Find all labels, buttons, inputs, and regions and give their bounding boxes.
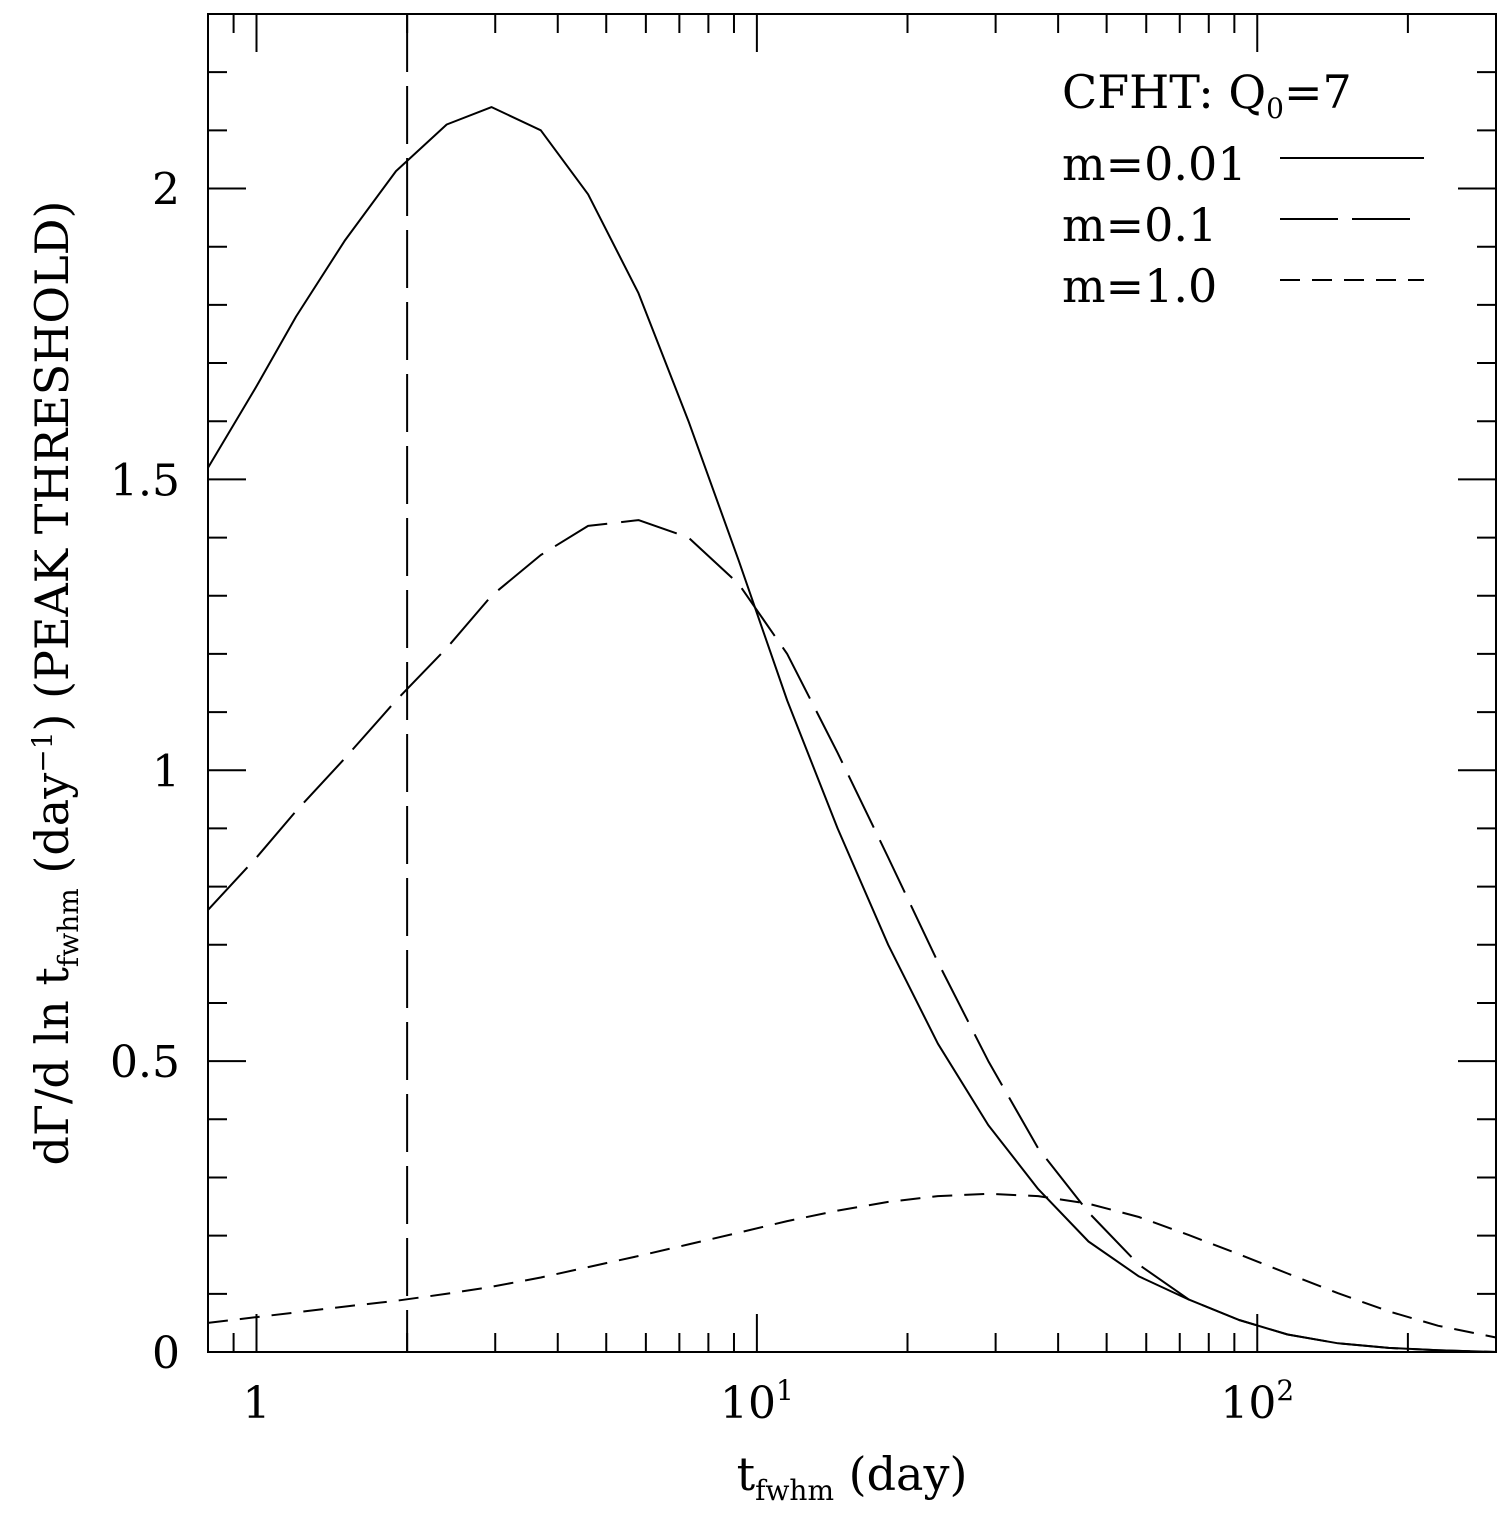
series-line-0 [207, 106, 1497, 1353]
y-tick-label: 1.5 [110, 455, 180, 506]
series-layer [207, 14, 1497, 1353]
tick-labels: 1 101 102 0 0.5 1 1.5 2 [110, 165, 1294, 1429]
x-tick-label: 102 [1220, 1374, 1294, 1429]
x-axis-label: tfwhm (day) [737, 1447, 968, 1507]
y-tick-label: 0.5 [110, 1037, 180, 1088]
y-tick-label: 0 [152, 1328, 180, 1379]
legend-title: CFHT: Q0=7 [1062, 65, 1352, 125]
tick-marks [207, 13, 1497, 1353]
y-tick-label: 1 [152, 746, 180, 797]
y-axis-label: dΓ/d ln tfwhm (day−1) (PEAK THRESHOLD) [25, 201, 85, 1166]
legend: CFHT: Q0=7 m=0.01 m=0.1 m=1.0 [1062, 65, 1424, 313]
legend-label-m001: m=0.01 [1062, 137, 1247, 191]
x-tick-label: 1 [242, 1378, 270, 1429]
x-tick-label: 101 [720, 1374, 794, 1429]
plot-frame [207, 13, 1497, 1353]
y-tick-label: 2 [152, 165, 180, 216]
series-line-2 [207, 1192, 1497, 1339]
legend-label-m10: m=1.0 [1062, 259, 1217, 313]
series-line-1 [207, 519, 1497, 1353]
legend-label-m01: m=0.1 [1062, 198, 1217, 252]
